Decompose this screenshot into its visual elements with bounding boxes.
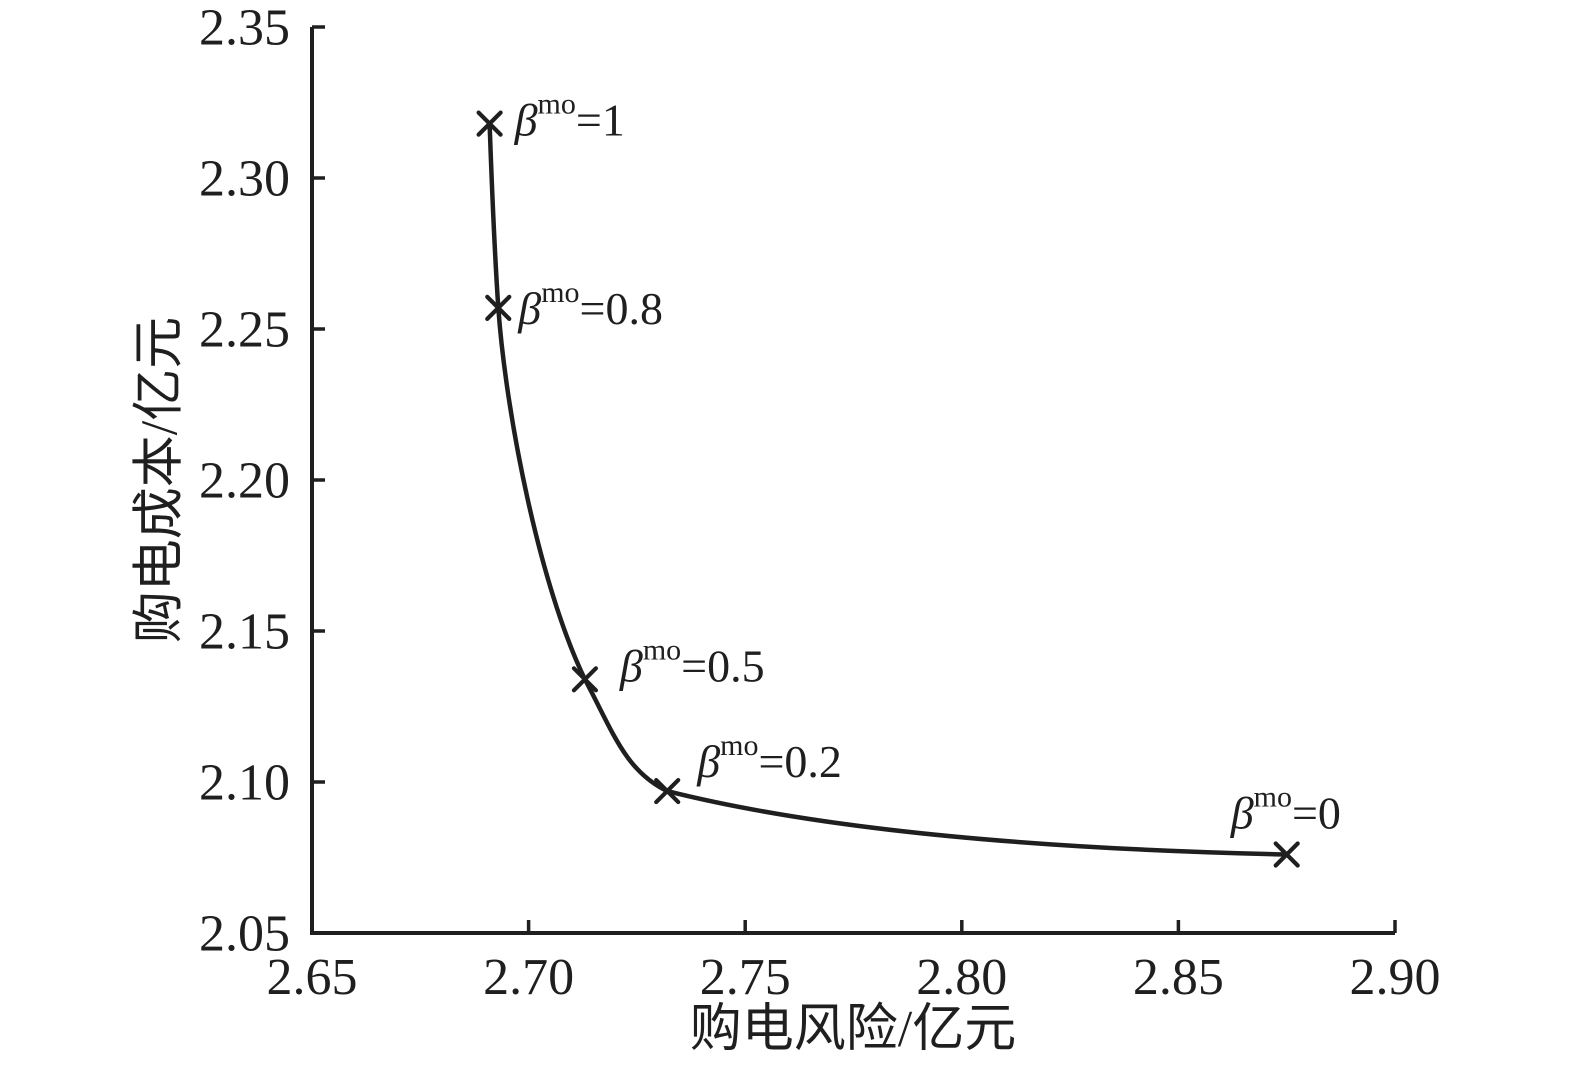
beta-symbol: β <box>696 736 720 787</box>
y-tick-label: 2.15 <box>199 604 290 661</box>
beta-annotation: βmo=0.5 <box>619 633 765 691</box>
y-tick-label: 2.20 <box>199 453 290 510</box>
beta-superscript: mo <box>538 87 576 120</box>
beta-superscript: mo <box>1254 780 1292 813</box>
pareto-curve <box>487 123 1287 857</box>
beta-symbol: β <box>1230 787 1254 838</box>
beta-symbol: β <box>517 282 541 333</box>
beta-annotation: βmo=0 <box>1230 780 1341 838</box>
beta-value: =1 <box>576 94 625 145</box>
beta-annotation: βmo=0.8 <box>517 275 663 333</box>
y-tick-label: 2.05 <box>199 906 290 963</box>
y-tick-label: 2.10 <box>199 755 290 812</box>
beta-value: =0.2 <box>758 736 841 787</box>
data-point-x-marker-beta-0.5 <box>571 666 599 693</box>
x-tick-label: 2.90 <box>1350 949 1441 1006</box>
beta-annotation: βmo=0.2 <box>696 729 842 787</box>
y-axis-title: 购电成本/亿元 <box>132 317 189 643</box>
data-point-x-marker-beta-0.8 <box>485 294 512 321</box>
y-tick-label: 2.35 <box>199 0 290 57</box>
x-tick-label: 2.70 <box>483 949 574 1006</box>
beta-value: =0 <box>1292 787 1341 838</box>
x-tick-label: 2.85 <box>1133 949 1224 1006</box>
beta-value: =0.8 <box>580 282 663 333</box>
beta-superscript: mo <box>720 729 758 762</box>
beta-superscript: mo <box>643 633 681 666</box>
beta-symbol: β <box>514 94 538 145</box>
data-point-x-marker-beta-0.2 <box>654 777 681 805</box>
x-tick-label: 2.80 <box>916 949 1007 1006</box>
beta-value: =0.5 <box>681 640 764 691</box>
beta-annotation: βmo=1 <box>514 87 625 145</box>
y-tick-label: 2.30 <box>199 151 290 208</box>
beta-symbol: β <box>619 640 643 691</box>
x-tick-label: 2.75 <box>700 949 791 1006</box>
x-tick-label: 2.65 <box>267 949 358 1006</box>
data-point-x-marker-beta-0 <box>1273 841 1300 868</box>
y-tick-label: 2.25 <box>199 302 290 359</box>
x-axis-title: 购电风险/亿元 <box>690 1001 1016 1058</box>
data-point-x-marker-beta-1 <box>476 110 503 137</box>
beta-superscript: mo <box>541 275 579 308</box>
